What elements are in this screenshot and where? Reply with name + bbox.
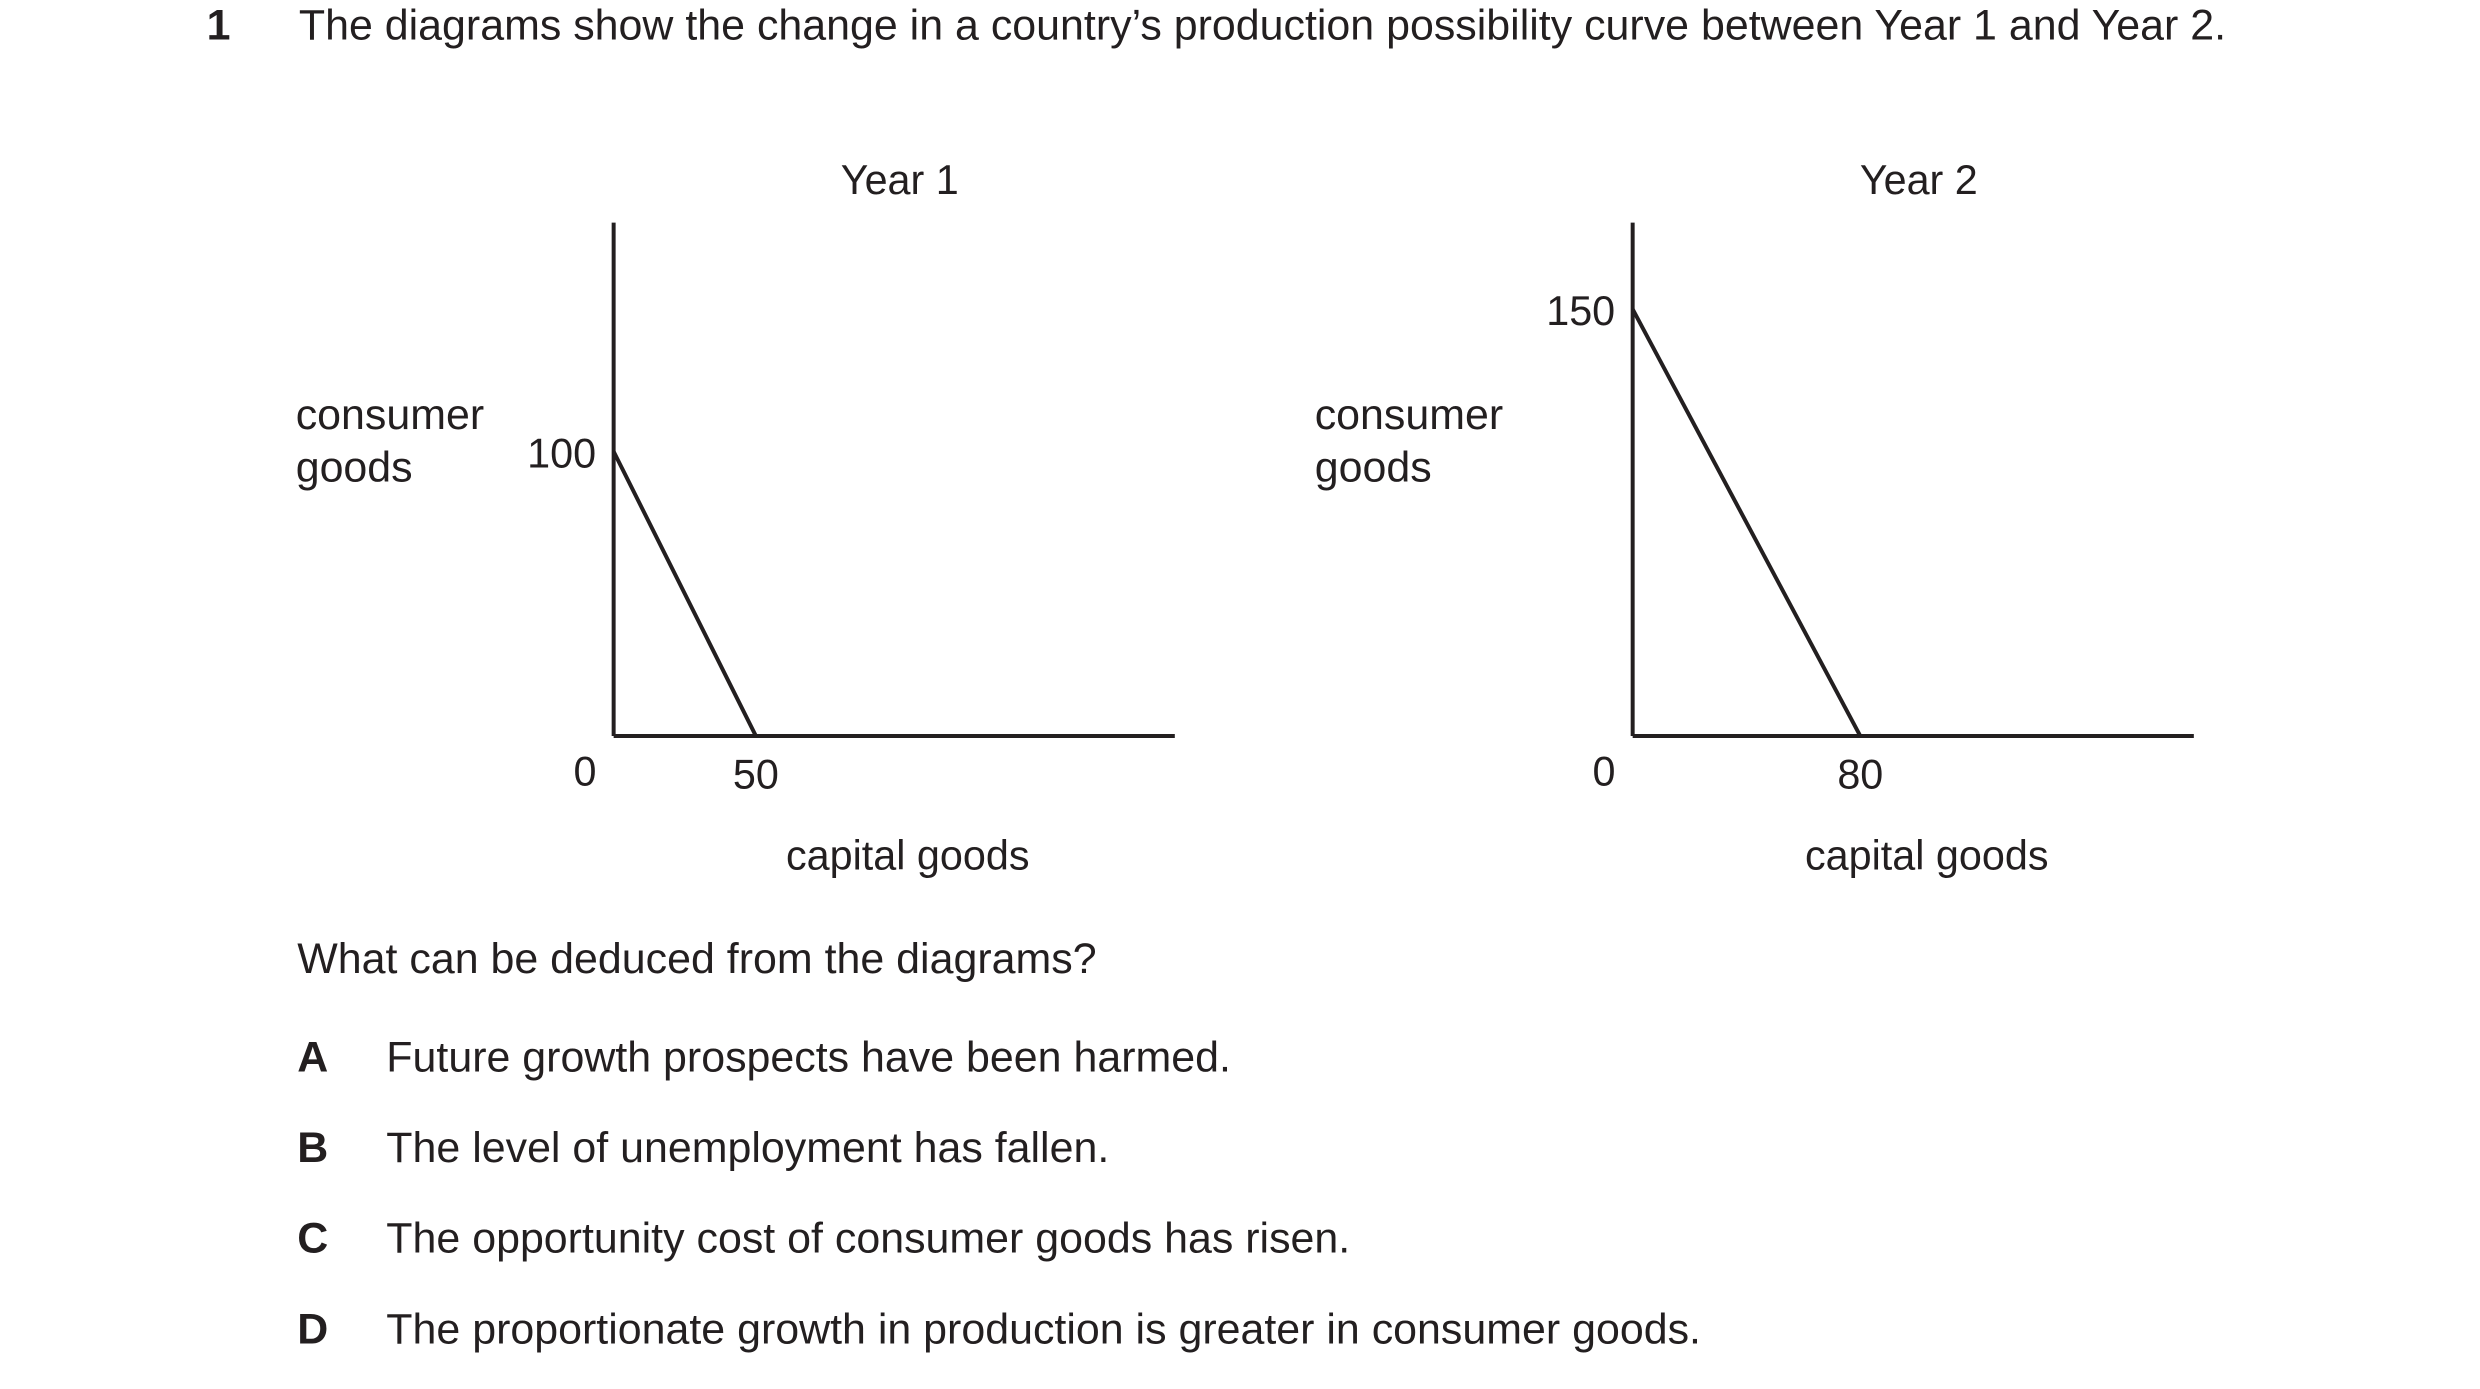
option-text: The proportionate growth in production i… <box>386 1305 1701 1353</box>
x-axis-label: capital goods <box>1805 833 2049 879</box>
y-intercept-label: 100 <box>527 430 596 476</box>
option-letter: C <box>297 1214 329 1263</box>
diagram-title: Year 2 <box>1860 157 1978 203</box>
question-prompt: What can be deduced from the diagrams? <box>297 934 1097 983</box>
diagram-title: Year 1 <box>841 157 959 203</box>
y-axis-label: consumer goods <box>295 391 485 492</box>
origin-label: 0 <box>1593 748 1616 794</box>
question-number: 1 <box>206 1 231 50</box>
question-stem: The diagrams show the change in a countr… <box>298 1 2227 50</box>
x-intercept-label: 50 <box>733 752 779 798</box>
y-axis-label: consumer goods <box>1314 391 1504 492</box>
x-intercept-label: 80 <box>1837 752 1883 798</box>
option-letter: B <box>297 1123 329 1172</box>
x-axis-label: capital goods <box>786 833 1030 879</box>
option-text: The opportunity cost of consumer goods h… <box>386 1214 1351 1263</box>
ppc-line <box>611 450 758 737</box>
y-intercept-label: 150 <box>1546 288 1615 334</box>
option-text: The level of unemployment has fallen. <box>386 1123 1110 1172</box>
option-letter: D <box>297 1305 329 1353</box>
origin-label: 0 <box>574 748 597 794</box>
ppc-line <box>1630 308 1863 737</box>
option-text: Future growth prospects have been harmed… <box>386 1033 1231 1082</box>
option-letter: A <box>297 1033 329 1082</box>
